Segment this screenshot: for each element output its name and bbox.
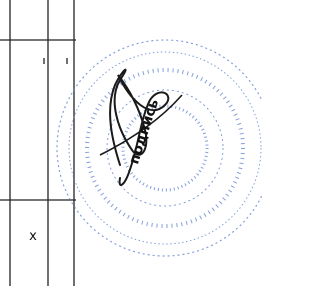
page: {"signature_label": "подпись", "mark": "… bbox=[0, 0, 262, 286]
document-fragment: подпись х bbox=[0, 0, 262, 286]
mark: х bbox=[29, 229, 37, 244]
paper bbox=[0, 0, 262, 286]
